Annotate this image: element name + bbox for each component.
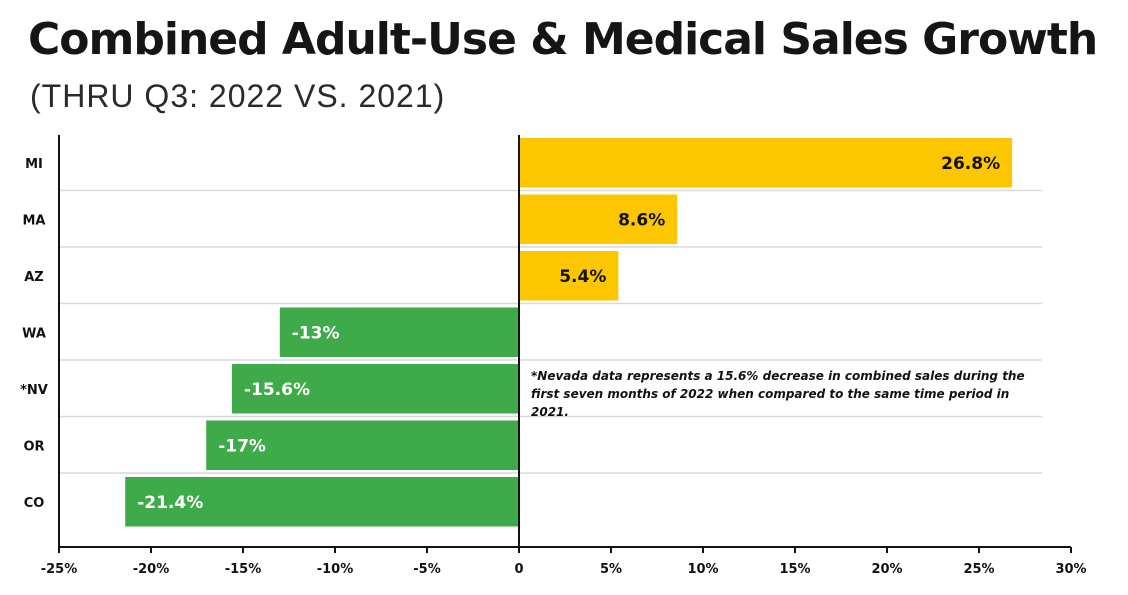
bar-wa (279, 307, 519, 357)
x-tick-label: 25% (963, 562, 994, 577)
data-label: -13% (292, 323, 340, 343)
nevada-footnote: *Nevada data represents a 15.6% decrease… (531, 369, 1025, 419)
x-tick-label: -15% (225, 562, 262, 577)
bar-az (519, 251, 619, 301)
bar-co (125, 477, 520, 527)
x-tick-label: 20% (871, 562, 902, 577)
x-tick-label: 10% (687, 562, 718, 577)
category-label: WA (22, 326, 46, 341)
chart-title: Combined Adult-Use & Medical Sales Growt… (28, 14, 1098, 65)
data-label: -17% (218, 436, 266, 456)
category-label: CO (24, 496, 45, 511)
gridlines (59, 189, 1042, 474)
data-label: -15.6% (244, 380, 310, 400)
category-label: MA (23, 213, 46, 228)
data-label: 5.4% (559, 267, 606, 287)
bar-nv (231, 364, 519, 414)
x-tick-label: 30% (1055, 562, 1086, 577)
data-label: 26.8% (941, 154, 1000, 174)
chart-subtitle: (THRU Q3: 2022 VS. 2021) (30, 78, 446, 114)
category-label: AZ (24, 270, 44, 285)
x-tick-label: -20% (133, 562, 170, 577)
axes (58, 135, 1072, 553)
data-label: 8.6% (618, 210, 665, 230)
x-tick-label: -5% (413, 562, 440, 577)
category-label: *NV (20, 383, 48, 398)
x-tick-label: 15% (779, 562, 810, 577)
category-label: OR (23, 439, 44, 454)
labels: MI 26.8% MA 8.6% AZ 5.4% WA -13% *NV -15.6% OR -17%… (20, 154, 1086, 577)
bar-or (206, 420, 519, 470)
x-tick-label: -25% (41, 562, 78, 577)
x-tick-label: -10% (317, 562, 354, 577)
bar-mi (519, 138, 1013, 188)
bar-ma (519, 194, 678, 244)
category-label: MI (25, 157, 43, 172)
x-tick-label: 5% (600, 562, 622, 577)
data-label: -21.4% (137, 493, 203, 513)
x-tick-label: 0 (514, 562, 523, 577)
bars (125, 138, 1013, 527)
